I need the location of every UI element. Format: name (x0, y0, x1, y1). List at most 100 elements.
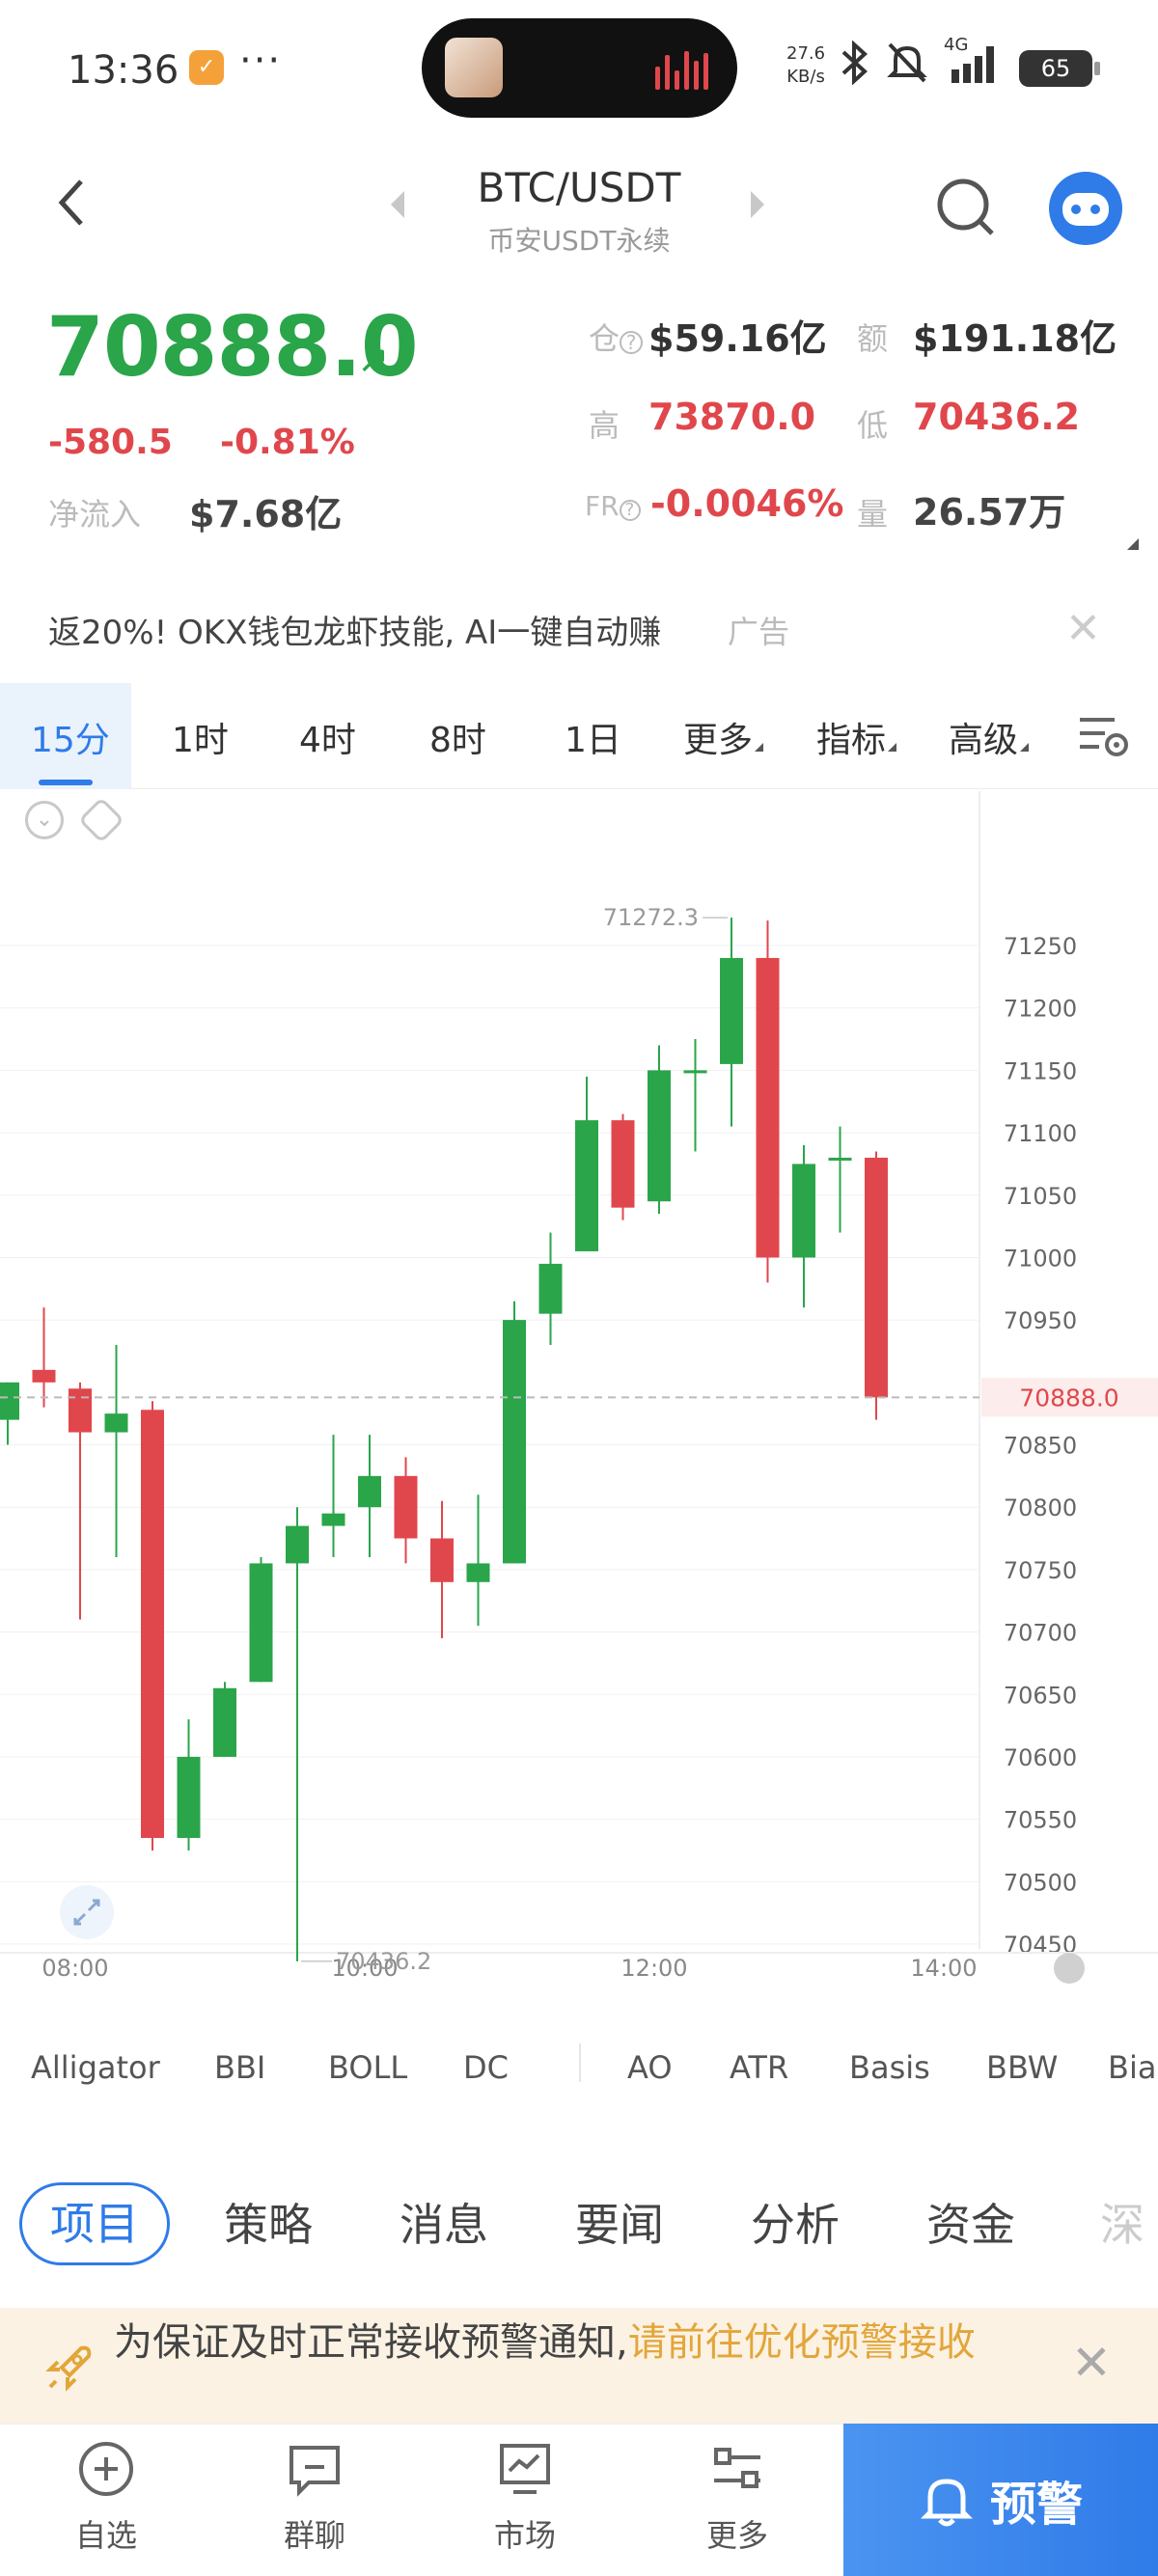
close-icon[interactable]: ✕ (1071, 2335, 1112, 2391)
alert-button-label: 预警 (990, 2478, 1084, 2532)
y-tick-label: 70800 (1004, 1494, 1077, 1521)
media-thumbnail (445, 38, 503, 97)
candle-body (648, 1070, 671, 1202)
notice-link[interactable]: 请前往优化预警接收 (627, 2320, 976, 2365)
bluetooth-icon (841, 41, 868, 85)
audio-visualizer-icon (655, 47, 708, 90)
candle-body (865, 1157, 888, 1398)
high-marker-label: 71272.3 (603, 904, 699, 931)
previous-pair-icon[interactable] (391, 191, 404, 218)
chat-icon (290, 2446, 340, 2497)
tab-advanced[interactable]: 高级 (949, 712, 1030, 762)
funding-rate-value: -0.0046% (650, 482, 844, 525)
tab-indicators[interactable]: 指标 (816, 712, 897, 762)
tab-more-label: 更多 (683, 721, 754, 760)
y-tick-label: 70850 (1004, 1433, 1077, 1460)
fullscreen-icon[interactable] (60, 1885, 114, 1939)
info-icon: ? (620, 331, 644, 354)
tab-headlines[interactable]: 要闻 (575, 2199, 664, 2251)
nav-group-chat[interactable]: 群聊 (247, 2438, 382, 2556)
volume-label: 量 (857, 496, 889, 533)
candle-body (538, 1263, 563, 1314)
candle-body (466, 1563, 490, 1582)
tab-funds[interactable]: 资金 (926, 2199, 1015, 2251)
tab-4h[interactable]: 4时 (299, 721, 356, 760)
indicator-atr[interactable]: ATR (730, 2049, 789, 2086)
bell-icon (921, 2479, 973, 2527)
tab-analysis[interactable]: 分析 (751, 2199, 840, 2251)
dynamic-island[interactable] (422, 18, 737, 118)
x-tick-label: 08:00 (41, 1955, 108, 1982)
indicator-alligator[interactable]: Alligator (31, 2049, 160, 2086)
tab-strategy[interactable]: 策略 (224, 2199, 313, 2251)
next-pair-icon[interactable] (751, 191, 764, 218)
nav-more[interactable]: 更多 (670, 2438, 805, 2556)
last-price-label: 70888.0 (1019, 1384, 1118, 1411)
timeframe-bar: 15分 1时 4时 8时 1日 更多 指标 高级 (0, 683, 1158, 789)
active-tab-background (0, 683, 131, 789)
nav-watchlist[interactable]: 自选 (39, 2438, 174, 2556)
candle-body (104, 1413, 128, 1433)
tab-depth[interactable]: 深 (1100, 2199, 1144, 2251)
open-interest-label[interactable]: 仓? (589, 315, 644, 359)
alert-button[interactable]: 预警 (843, 2424, 1158, 2576)
candle-body (575, 1120, 598, 1251)
high-label: 高 (589, 407, 620, 444)
close-icon[interactable]: ✕ (1065, 604, 1101, 653)
y-tick-label: 71200 (1004, 996, 1077, 1023)
ad-banner[interactable]: 返20%! OKX钱包龙虾技能, AI一键自动赚 广告 ✕ (0, 589, 1158, 666)
tab-15m[interactable]: 15分 (31, 721, 110, 760)
net-inflow-value: $7.68亿 (189, 493, 343, 535)
nav-group-chat-label: 群聊 (283, 2517, 345, 2554)
nav-market[interactable]: 市场 (457, 2438, 593, 2556)
app-notification-icon: ✓ (189, 50, 224, 85)
market-chart-icon (500, 2444, 550, 2494)
indicator-boll[interactable]: BOLL (328, 2049, 408, 2086)
chart-settings-icon[interactable] (1076, 712, 1132, 760)
back-arrow-icon[interactable] (48, 174, 96, 232)
tab-1d[interactable]: 1日 (565, 721, 621, 760)
indicator-basis[interactable]: Basis (849, 2049, 930, 2086)
tab-8h[interactable]: 8时 (429, 721, 486, 760)
network-speed: 27.6 KB/s (786, 42, 825, 89)
more-notifications-icon: ··· (239, 39, 283, 83)
high-value: 73870.0 (648, 396, 816, 438)
tab-more[interactable]: 更多 (683, 712, 764, 762)
ad-text[interactable]: 返20%! OKX钱包龙虾技能, AI一键自动赚 (48, 614, 662, 652)
low-label: 低 (857, 407, 889, 444)
header: BTC/USDT 币安USDT永续 (0, 145, 1158, 270)
pair-title[interactable]: BTC/USDT (477, 164, 681, 211)
candlestick-chart[interactable]: 71250 71200 71150 71100 71050 71000 70950 70850… (0, 791, 1158, 2007)
collapse-indicators-icon[interactable]: ⌄ (25, 801, 64, 839)
indicator-bias[interactable]: Bias (1108, 2049, 1158, 2086)
notice-text: 为保证及时正常接收预警通知,请前往优化预警接收 (114, 2317, 1021, 2368)
section-tabs: 项目 策略 消息 要闻 分析 资金 深 (0, 2179, 1158, 2265)
candle-body (720, 957, 743, 1064)
ai-assistant-icon[interactable] (1049, 172, 1122, 245)
search-icon[interactable] (932, 174, 1000, 241)
tab-messages[interactable]: 消息 (400, 2199, 488, 2251)
expand-ticker-icon[interactable] (1127, 538, 1139, 550)
indicator-bbw[interactable]: BBW (986, 2049, 1059, 2086)
nav-more-label: 更多 (705, 2517, 768, 2554)
funding-rate-label[interactable]: FR? (585, 490, 641, 522)
candle-body (756, 957, 780, 1258)
indicator-settings-icon[interactable] (77, 796, 125, 844)
indicator-ao[interactable]: AO (627, 2049, 673, 2086)
candle-body (32, 1369, 56, 1383)
alert-notice[interactable]: 为保证及时正常接收预警通知,请前往优化预警接收 ✕ (0, 2308, 1158, 2424)
y-tick-label: 70550 (1004, 1807, 1077, 1834)
x-tick-label: 12:00 (620, 1955, 687, 1982)
tab-1h[interactable]: 1时 (172, 721, 229, 760)
indicator-dc[interactable]: DC (463, 2049, 509, 2086)
candle-body (394, 1475, 418, 1539)
chart-tools: ⌄ (25, 796, 125, 844)
indicator-bbi[interactable]: BBI (214, 2049, 266, 2086)
turnover-value: $191.18亿 (913, 317, 1117, 360)
signal-type: 4G (944, 35, 969, 55)
candle-body (0, 1382, 19, 1420)
up-arrow-icon: ↗ (357, 338, 390, 382)
tab-project[interactable]: 项目 (19, 2182, 170, 2265)
battery-indicator: 65 (1019, 50, 1100, 87)
candle-body (321, 1513, 345, 1526)
